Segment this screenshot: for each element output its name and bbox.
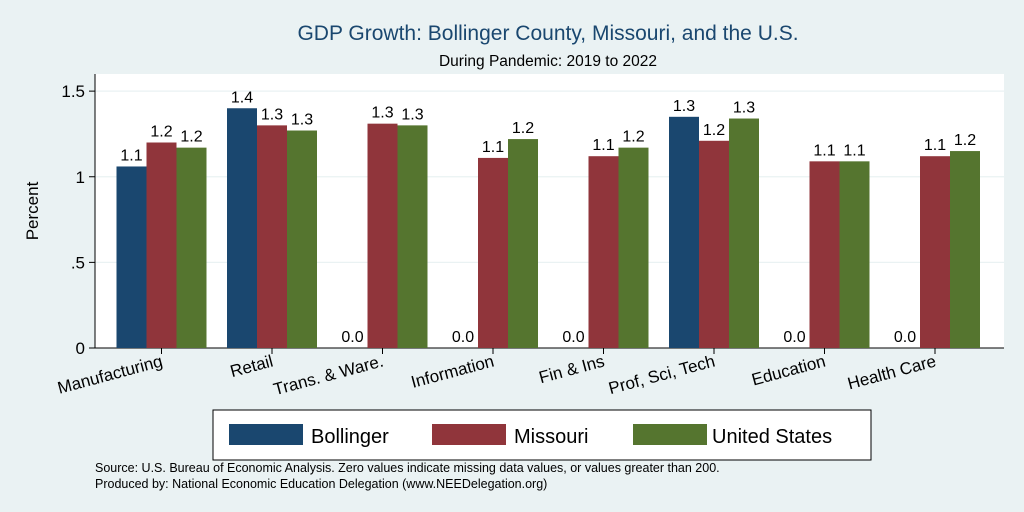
data-label: 0.0 bbox=[894, 329, 916, 346]
bar-missouri-education bbox=[809, 161, 840, 348]
data-label: 0.0 bbox=[452, 329, 474, 346]
bar-united-states-manufacturing bbox=[176, 147, 207, 348]
bar-bollinger-manufacturing bbox=[116, 166, 147, 348]
y-tick-label: .5 bbox=[71, 253, 85, 272]
bar-missouri-health-care bbox=[920, 156, 950, 348]
data-label: 1.4 bbox=[231, 89, 253, 106]
legend: Bollinger Missouri United States bbox=[212, 409, 872, 461]
chart-subtitle: During Pandemic: 2019 to 2022 bbox=[439, 53, 657, 70]
data-label: 1.2 bbox=[150, 124, 172, 141]
bar-united-states-retail bbox=[287, 130, 317, 348]
legend-label-bollinger: Bollinger bbox=[311, 426, 389, 448]
data-label: 1.3 bbox=[401, 106, 423, 123]
y-ticks: 0 .5 1 1.5 bbox=[61, 82, 95, 358]
bar-united-states-health-care bbox=[950, 151, 980, 348]
bar-united-states-trans-ware bbox=[397, 125, 428, 348]
y-tick-label: 0 bbox=[76, 339, 85, 358]
data-label: 1.2 bbox=[954, 132, 976, 149]
bar-missouri-trans-ware bbox=[367, 123, 398, 348]
y-axis-label: Percent bbox=[23, 181, 42, 240]
bar-missouri-prof-sci-tech bbox=[699, 140, 729, 348]
y-tick-label: 1 bbox=[76, 168, 85, 187]
data-label: 0.0 bbox=[562, 329, 584, 346]
data-label: 1.1 bbox=[843, 142, 865, 159]
data-label: 1.1 bbox=[592, 137, 614, 154]
bar-bollinger-prof-sci-tech bbox=[669, 116, 699, 348]
produced-by-note: Produced by: National Economic Education… bbox=[95, 477, 547, 491]
x-tick-label: Retail bbox=[228, 352, 275, 382]
chart-title: GDP Growth: Bollinger County, Missouri, … bbox=[297, 22, 798, 45]
x-tick-label: Manufacturing bbox=[56, 352, 165, 398]
data-label: 1.1 bbox=[482, 139, 504, 156]
bar-missouri-fin-ins bbox=[588, 156, 619, 348]
x-tick-label: Prof, Sci, Tech bbox=[607, 352, 717, 399]
y-tick-label: 1.5 bbox=[61, 82, 85, 101]
data-label: 1.3 bbox=[261, 106, 283, 123]
data-label: 1.2 bbox=[180, 129, 202, 146]
data-labels: 1.1 1.2 1.2 1.4 1.3 1.3 0.0 1.3 1.3 0.0 1.1 1.2 0.0 1… bbox=[120, 89, 976, 346]
bar-united-states-prof-sci-tech bbox=[729, 118, 759, 349]
legend-swatch-bollinger bbox=[229, 424, 303, 445]
legend-label-united-states: United States bbox=[712, 426, 832, 448]
bar-missouri-manufacturing bbox=[146, 142, 177, 348]
source-note: Source: U.S. Bureau of Economic Analysis… bbox=[95, 461, 720, 475]
data-label: 1.3 bbox=[291, 112, 313, 129]
x-tick-label: Health Care bbox=[845, 352, 938, 394]
data-label: 1.1 bbox=[924, 137, 946, 154]
data-label: 0.0 bbox=[783, 329, 805, 346]
data-label: 1.3 bbox=[733, 100, 755, 117]
data-label: 1.3 bbox=[371, 105, 393, 122]
legend-box bbox=[212, 409, 872, 461]
x-tick-label: Education bbox=[750, 352, 828, 390]
data-label: 1.2 bbox=[703, 122, 725, 139]
bar-missouri-retail bbox=[257, 125, 287, 348]
x-tick-label: Trans. & Ware. bbox=[271, 352, 385, 400]
legend-swatch-missouri bbox=[432, 424, 506, 445]
bars bbox=[116, 108, 980, 349]
bar-bollinger-retail bbox=[227, 108, 257, 348]
data-label: 1.1 bbox=[813, 142, 835, 159]
bar-united-states-education bbox=[839, 161, 870, 348]
data-label: 1.1 bbox=[120, 147, 142, 164]
legend-label-missouri: Missouri bbox=[514, 426, 588, 448]
x-tick-label: Information bbox=[409, 352, 496, 392]
bar-missouri-information bbox=[478, 157, 508, 348]
data-label: 0.0 bbox=[341, 329, 363, 346]
data-label: 1.2 bbox=[512, 120, 534, 137]
x-tick-label: Fin & Ins bbox=[537, 352, 607, 388]
bar-united-states-information bbox=[508, 139, 538, 348]
data-label: 1.3 bbox=[673, 98, 695, 115]
data-label: 1.2 bbox=[622, 129, 644, 146]
legend-swatch-united-states bbox=[633, 424, 707, 445]
bar-united-states-fin-ins bbox=[618, 147, 649, 348]
